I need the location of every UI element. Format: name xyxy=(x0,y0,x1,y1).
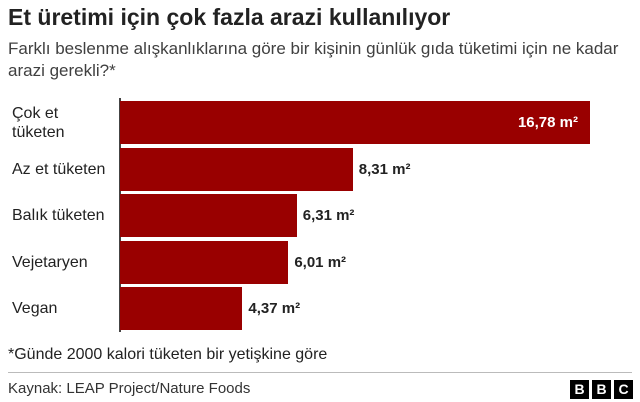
separator xyxy=(8,372,632,373)
category-label: Çok et tüketen xyxy=(12,104,65,141)
category-label: Az et tüketen xyxy=(12,160,106,178)
category-label: Vegan xyxy=(12,300,58,317)
value-label: 6,31 m² xyxy=(302,207,355,224)
logo-letter: C xyxy=(614,380,633,399)
bar xyxy=(120,240,289,284)
value-label: 16,78 m² xyxy=(517,114,578,131)
chart-title: Et üretimi için çok fazla arazi kullanıl… xyxy=(8,4,451,30)
value-label: 4,37 m² xyxy=(248,300,301,317)
source: Kaynak: LEAP Project/Nature Foods xyxy=(8,380,251,397)
bar xyxy=(120,194,297,237)
category-label: Balık tüketen xyxy=(12,207,105,224)
logo-letter: B xyxy=(570,380,589,399)
value-label: 6,01 m² xyxy=(294,253,347,271)
logo-letter: B xyxy=(592,380,611,399)
value-label: 8,31 m² xyxy=(358,160,411,178)
category-label: Vejetaryen xyxy=(12,253,88,271)
bar xyxy=(120,287,243,330)
bar xyxy=(120,101,590,144)
footnote: *Günde 2000 kalori tüketen bir yetişkine… xyxy=(8,346,328,363)
bar xyxy=(120,147,353,191)
chart-subtitle: Farklı beslenme alışkanlıklarına göre bi… xyxy=(8,39,619,80)
